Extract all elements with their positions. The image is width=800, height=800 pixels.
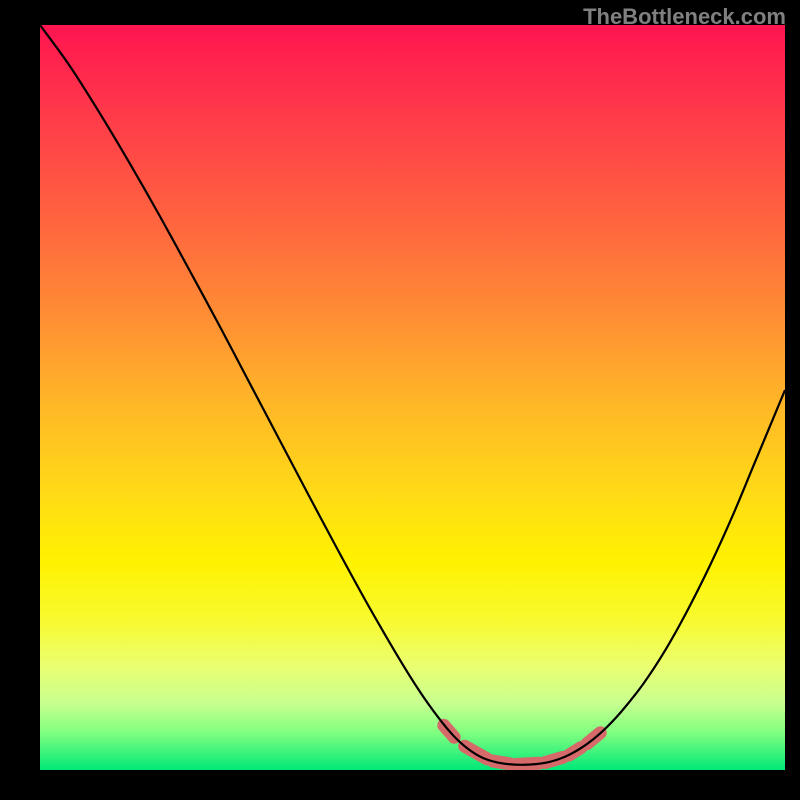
watermark-text: TheBottleneck.com [583,4,786,30]
chart-container: TheBottleneck.com [0,0,800,800]
plot-area [40,25,785,770]
chart-svg [40,25,785,770]
gradient-background [40,25,785,770]
